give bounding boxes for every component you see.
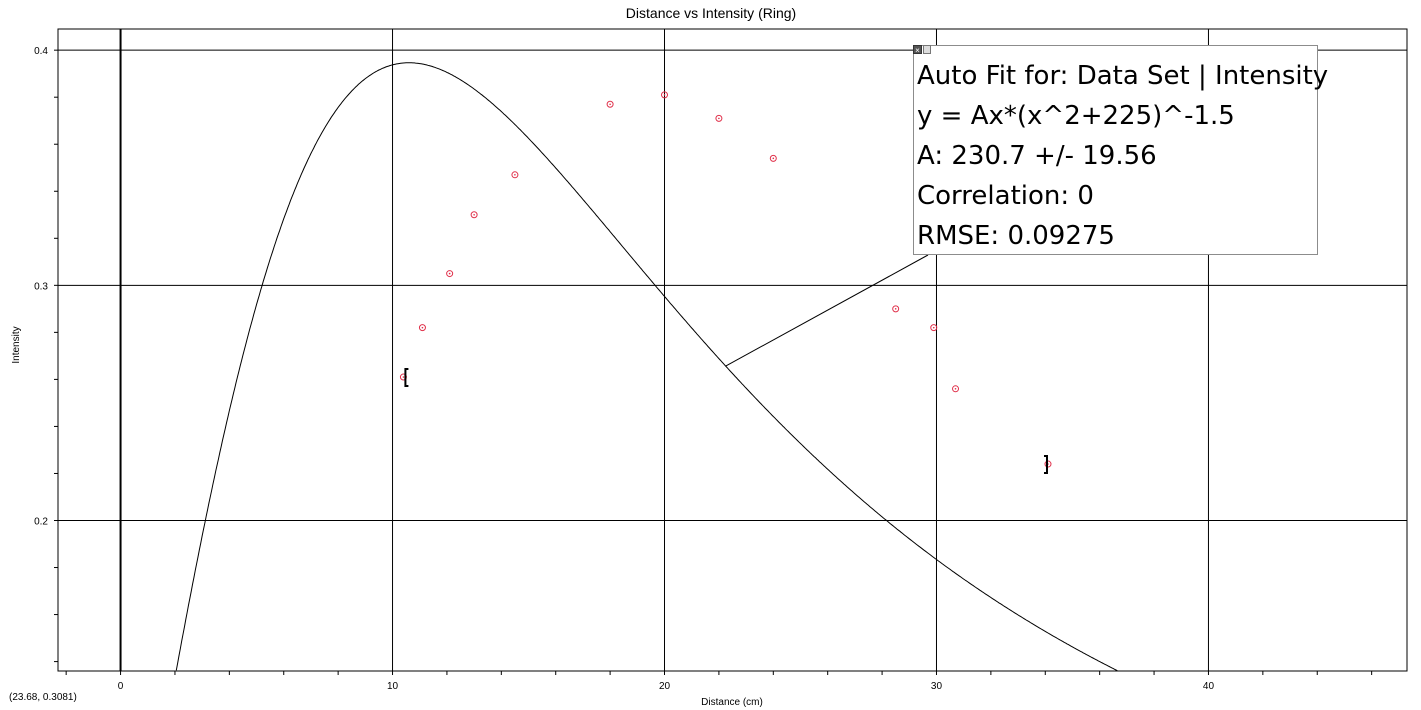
fit-parameter: A: 230.7 +/- 19.56	[917, 141, 1157, 171]
fit-correlation: Correlation: 0	[917, 181, 1094, 211]
x-tick-label: 10	[387, 681, 399, 692]
data-point	[715, 114, 723, 122]
fit-range-brackets[interactable]	[404, 368, 1048, 475]
data-point	[511, 171, 519, 179]
y-tick-label: 0.3	[34, 281, 48, 292]
data-point-center	[663, 94, 666, 96]
data-point-center	[718, 117, 720, 120]
data-point	[769, 154, 777, 162]
x-axis-label: Distance (cm)	[701, 697, 763, 708]
right-range-bracket[interactable]	[1043, 455, 1048, 475]
fit-curve-line	[175, 62, 1118, 672]
data-point	[446, 270, 454, 278]
axis-ticks	[54, 49, 1373, 675]
coordinate-readout: (23.68, 0.3081)	[9, 692, 77, 703]
fit-curve	[175, 62, 1118, 672]
data-point	[606, 100, 614, 108]
data-point-center	[402, 376, 405, 378]
fit-equation: y = Ax*(x^2+225)^-1.5	[917, 101, 1235, 131]
x-tick-label: 30	[931, 681, 943, 692]
data-point	[418, 324, 426, 332]
x-tick-label: 0	[118, 681, 124, 692]
x-tick-label: 40	[1203, 681, 1215, 692]
data-point-center	[772, 157, 775, 160]
y-axis-label: Intensity	[11, 326, 22, 363]
close-icon[interactable]: ×	[913, 45, 922, 55]
data-point	[952, 385, 960, 393]
fit-title: Auto Fit for: Data Set | Intensity	[917, 61, 1329, 91]
data-point	[470, 211, 478, 219]
fit-rmse: RMSE: 0.09275	[917, 221, 1115, 251]
left-range-bracket[interactable]	[404, 368, 409, 388]
data-points	[399, 91, 1052, 468]
data-point	[661, 91, 669, 99]
data-point-center	[954, 388, 957, 390]
fit-box-connector	[725, 254, 929, 367]
data-point-center	[894, 308, 897, 310]
data-point	[930, 324, 938, 332]
y-tick-label: 0.4	[34, 46, 48, 57]
auto-fit-box[interactable]: Auto Fit for: Data Set | Intensity y = A…	[913, 45, 1329, 255]
data-point-center	[514, 174, 516, 176]
menu-icon[interactable]	[923, 45, 931, 54]
data-point-center	[473, 213, 475, 216]
x-tick-label: 20	[659, 681, 671, 692]
data-point-center	[609, 103, 611, 106]
chart-title: Distance vs Intensity (Ring)	[626, 5, 796, 21]
data-point-center	[932, 326, 935, 329]
data-point	[892, 305, 900, 313]
data-point-center	[421, 326, 424, 329]
data-point-center	[448, 272, 451, 275]
y-tick-label: 0.2	[34, 516, 48, 527]
